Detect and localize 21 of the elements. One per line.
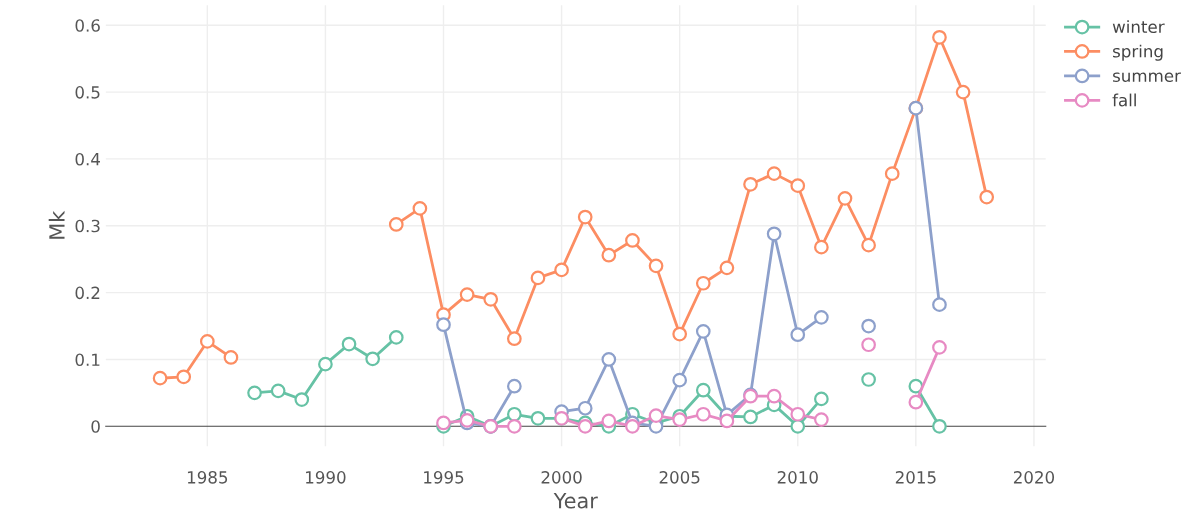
- x-tick-label: 1990: [306, 471, 346, 484]
- x-axis-title: Year: [553, 493, 598, 509]
- x-tick-label: 2020: [1013, 471, 1055, 484]
- legend-label: winter: [1112, 20, 1165, 34]
- x-tick-label: 1995: [424, 471, 464, 484]
- y-tick-label: 0.1: [75, 353, 100, 367]
- legend-label: fall: [1112, 93, 1136, 107]
- x-tick-label: 2005: [659, 471, 700, 484]
- x-tick-label: 2015: [895, 471, 936, 484]
- x-tick-label: 1985: [187, 471, 228, 484]
- y-tick-label: 0.2: [75, 286, 100, 300]
- y-axis-title: Mk: [48, 210, 65, 239]
- y-tick-label: 0.4: [75, 152, 100, 166]
- y-tick-label: 0.3: [75, 219, 100, 233]
- y-tick-label: 0.5: [75, 86, 100, 99]
- legend-label: summer: [1113, 72, 1181, 83]
- x-tick-label: 2010: [777, 471, 818, 484]
- legend-label: spring: [1113, 44, 1163, 61]
- y-tick-label: 0.6: [75, 19, 100, 32]
- x-tick-label: 2000: [541, 471, 582, 484]
- y-tick-label: 0: [91, 420, 100, 433]
